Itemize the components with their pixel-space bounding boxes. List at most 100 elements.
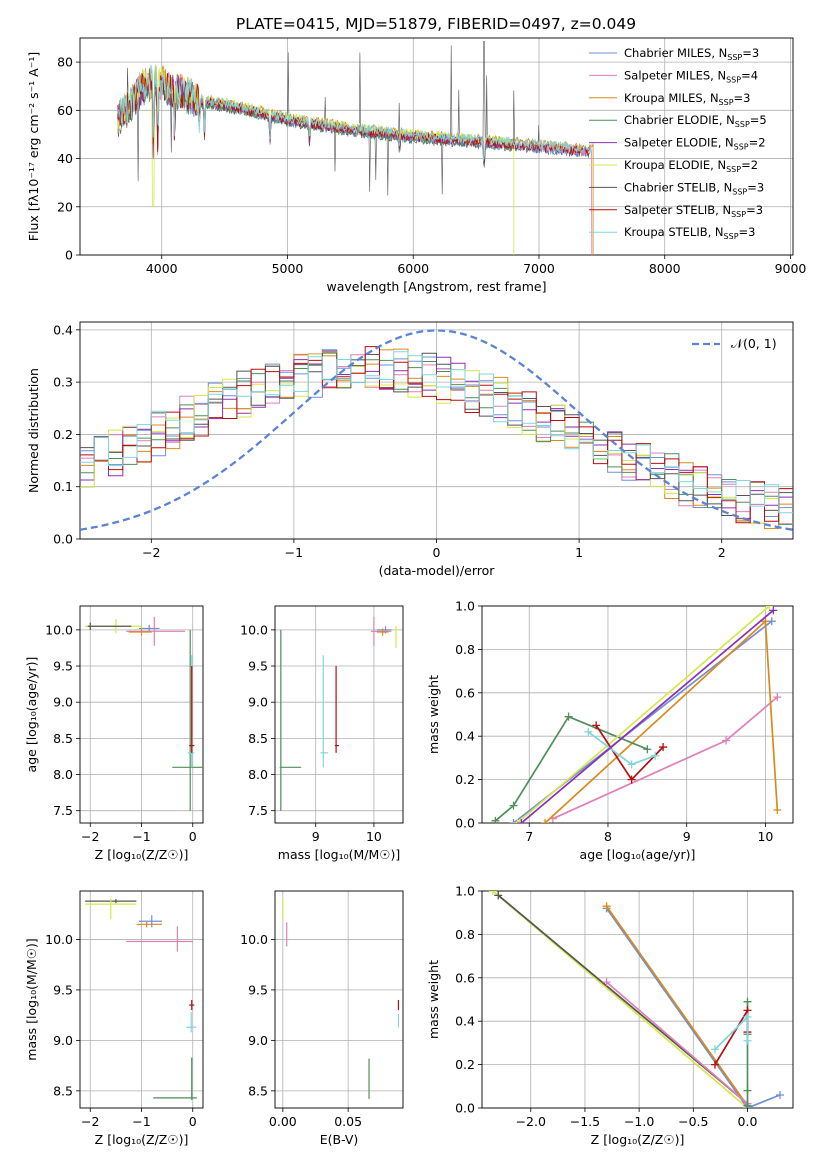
weight-marker (540, 819, 549, 823)
x-tick-label: −1 (285, 545, 303, 560)
plot-area (80, 329, 793, 531)
y-tick-label: 8.5 (53, 1083, 73, 1098)
weight-line-chabrier-elodie (494, 715, 648, 822)
y-tick-label: 0.1 (53, 479, 73, 494)
y-tick-label: 0.0 (455, 1101, 475, 1116)
residual-hist-chabrier-stelib (80, 352, 793, 516)
weight-marker (773, 693, 782, 702)
y-tick-label: 0.4 (53, 322, 73, 337)
x-tick-label: −2 (81, 1114, 99, 1129)
y-tick-label: 7.5 (53, 803, 73, 818)
weight-marker (659, 743, 668, 752)
y-axis-label: age [log₁₀(age/yr)] (24, 657, 39, 773)
weight-marker (602, 978, 611, 987)
y-tick-label: 9.5 (53, 982, 73, 997)
y-tick-label: 0.6 (455, 685, 475, 700)
weight-marker (765, 606, 774, 610)
x-tick-label: 7000 (523, 261, 555, 276)
y-tick-label: 60 (57, 103, 73, 118)
y-tick-label: 0.3 (53, 375, 73, 390)
y-tick-label: 0.2 (455, 772, 475, 787)
axes-frame (79, 321, 794, 540)
y-axis-label: Flux [fλ10⁻¹⁷ erg cm⁻² s⁻¹ A⁻¹] (26, 52, 41, 241)
x-tick-label: −1 (132, 829, 150, 844)
x-axis-label: wavelength [Angstrom, rest frame] (326, 279, 546, 294)
weight-marker (509, 819, 518, 823)
x-tick-label: −1.5 (570, 1114, 600, 1129)
axes-frame (481, 890, 794, 1109)
y-tick-label: 10.0 (45, 932, 73, 947)
weight-marker (517, 819, 526, 823)
gaussian-legend-label: 𝒩(0, 1) (731, 336, 777, 351)
spectrum-line-kroupa-stelib (117, 64, 592, 161)
y-tick-label: 9.0 (248, 695, 268, 710)
x-tick-label: −2 (81, 829, 99, 844)
weight-marker (488, 891, 497, 895)
y-tick-label: 0.4 (455, 1014, 475, 1029)
legend-label: Salpeter ELODIE, NSSP=2 (624, 136, 766, 152)
weight-marker (743, 1012, 752, 1021)
weight-marker (643, 745, 652, 754)
y-tick-label: 9.0 (248, 1033, 268, 1048)
weight-line-chabrier-miles (605, 907, 781, 1108)
legend-label: Kroupa STELIB, NSSP=3 (624, 225, 755, 241)
weight-marker (584, 727, 593, 736)
gaussian-curve (80, 329, 793, 531)
weight-marker (775, 1090, 784, 1099)
weight-marker (743, 1101, 752, 1108)
weight-marker (710, 1060, 719, 1069)
y-tick-label: 8.5 (248, 731, 268, 746)
x-axis-label: mass [log₁₀(M/M☉)] (278, 847, 400, 862)
weight-marker (710, 1045, 719, 1054)
weight-marker (627, 775, 636, 784)
y-tick-label: 0.8 (455, 927, 475, 942)
panel-mass-vs-EBV: 0.00 0.05 8.5 9.0 9.5 10.0 E(B-V) (240, 890, 404, 1147)
x-axis-label: Z [log₁₀(Z/Z☉)] (591, 1132, 685, 1147)
x-axis-label: Z [log₁₀(Z/Z☉)] (95, 847, 189, 862)
y-tick-label: 10.0 (45, 622, 73, 637)
y-tick-label: 0.8 (455, 642, 475, 657)
x-tick-label: 1 (575, 545, 583, 560)
x-tick-label: 7 (525, 829, 533, 844)
legend-label: Kroupa ELODIE, NSSP=2 (624, 158, 758, 174)
residual-hist-salpeter-elodie (80, 350, 793, 519)
weight-marker (513, 819, 522, 823)
y-tick-label: 10.0 (240, 932, 268, 947)
y-tick-label: 9.0 (53, 695, 73, 710)
legend-label: Salpeter MILES, NSSP=4 (624, 68, 758, 84)
y-axis-label: Normed distribution (26, 368, 41, 493)
weight-marker (769, 606, 778, 615)
weight-marker (592, 721, 601, 730)
y-tick-label: 0.6 (455, 970, 475, 985)
y-tick-label: 9.5 (248, 982, 268, 997)
plot-area (279, 616, 398, 811)
y-tick-label: 0 (65, 248, 73, 263)
y-tick-label: 7.5 (248, 803, 268, 818)
weight-marker (491, 816, 500, 823)
residual-hist-kroupa-elodie (80, 351, 793, 524)
axes-frame (481, 605, 794, 824)
panel-residuals: −2 −1 0 1 2 0.0 0.1 0.2 0.3 0.4 (data-model)/error… (26, 321, 794, 578)
legend-label: Salpeter STELIB, NSSP=3 (624, 203, 763, 219)
weight-marker (743, 1086, 752, 1095)
y-tick-label: 8.5 (53, 731, 73, 746)
x-tick-label: 8 (604, 829, 612, 844)
x-tick-label: 9 (683, 829, 691, 844)
panel-age-vs-mass: 9 10 7.5 8.0 8.5 9.0 9.5 10.0 mass [log₁₀(M/M☉)] (240, 605, 404, 862)
y-tick-label: 9.0 (53, 1033, 73, 1048)
y-tick-label: 1.0 (455, 599, 475, 614)
x-tick-label: −0.5 (678, 1114, 708, 1129)
axes-frame (79, 605, 204, 824)
weight-marker (761, 617, 770, 626)
y-tick-label: 9.5 (53, 659, 73, 674)
y-tick-label: 8.0 (53, 767, 73, 782)
figure-title: PLATE=0415, MJD=51879, FIBERID=0497, z=0… (236, 15, 636, 33)
x-tick-label: 5000 (272, 261, 304, 276)
x-tick-label: −1.0 (624, 1114, 654, 1129)
panel-mass-vs-Z: −2 −1 0 8.5 9.0 9.5 10.0 Z [log₁₀(Z/Z☉)] mass [l… (24, 890, 204, 1147)
y-tick-label: 1.0 (455, 884, 475, 899)
weight-line-salpeter-elodie (520, 609, 774, 823)
x-tick-label: 2 (718, 545, 726, 560)
axes-frame (79, 890, 204, 1109)
x-axis-label: E(B-V) (320, 1132, 359, 1147)
